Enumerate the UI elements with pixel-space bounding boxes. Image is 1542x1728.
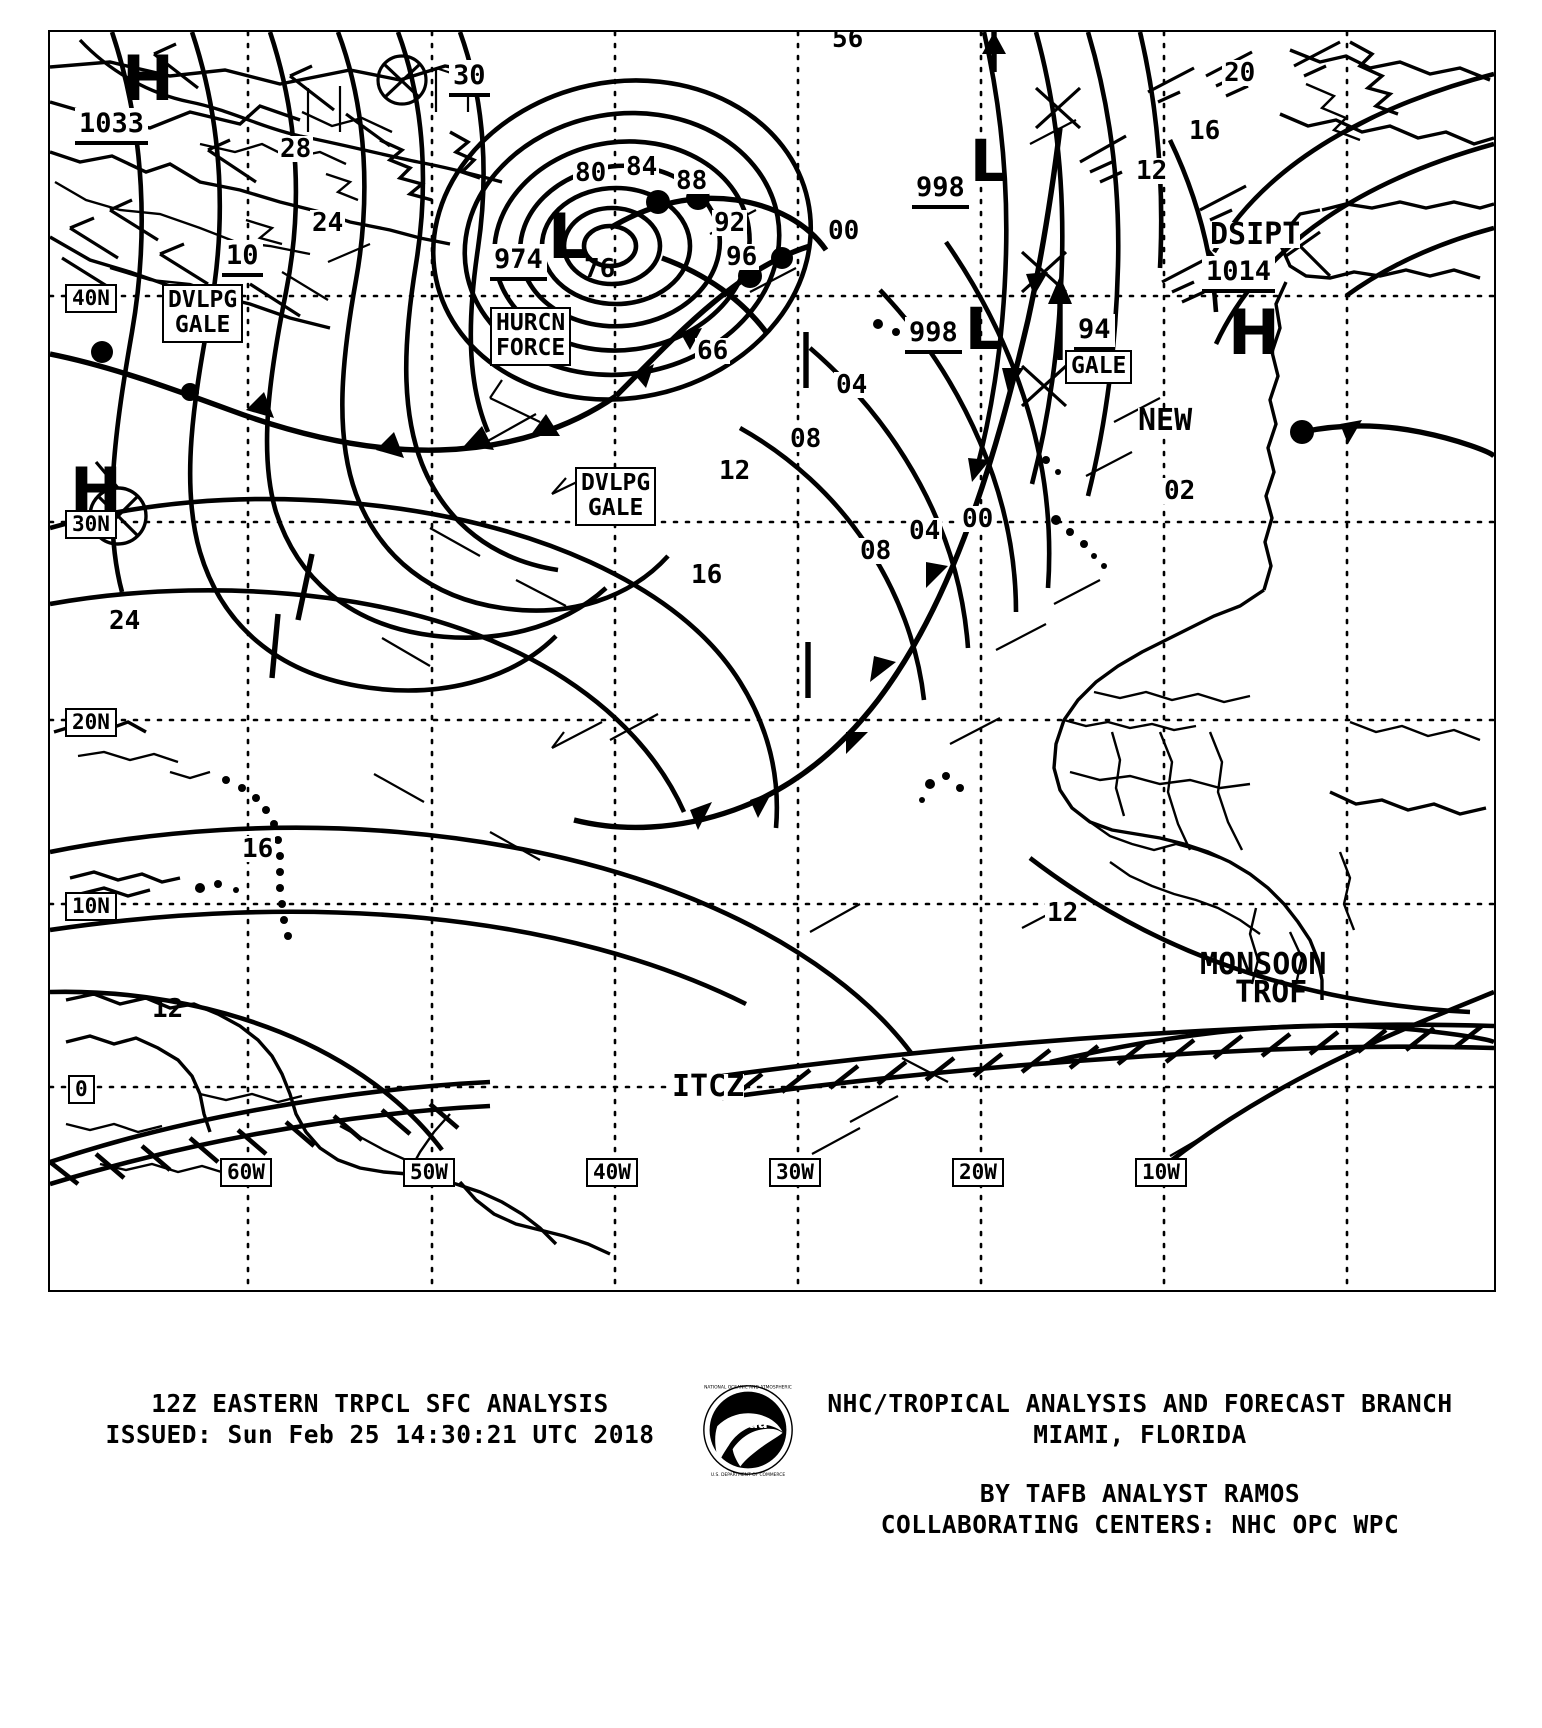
isobar-label-08-upper: 08 xyxy=(788,424,824,454)
isobar-label-88: 88 xyxy=(674,166,710,196)
lon-label-60w: 60W xyxy=(220,1158,272,1187)
lat-label-20n: 20N xyxy=(65,708,117,737)
isobar-label-04-upper: 04 xyxy=(834,370,870,400)
pressure-1033: 1033 xyxy=(75,108,149,145)
isobar-label-76: 76 xyxy=(584,254,616,284)
isobar-label-02-east: 02 xyxy=(1162,476,1198,506)
wind-barbs xyxy=(61,32,1393,1157)
isobar-label-00-upper: 00 xyxy=(826,216,862,246)
isobar-label-92: 92 xyxy=(712,208,748,238)
pressure-998-south: 998 xyxy=(905,317,962,354)
warning-gale-east: GALE xyxy=(1065,350,1133,384)
pressure-974: 974 xyxy=(490,244,547,281)
svg-text:noaa: noaa xyxy=(728,1416,768,1432)
isobar-label-12-ne: 12 xyxy=(1134,156,1170,186)
lon-label-10w: 10W xyxy=(1135,1158,1187,1187)
pressure-998-north: 998 xyxy=(912,172,969,209)
isobar-label-20-ne: 20 xyxy=(1222,58,1258,88)
footer-branch: NHC/TROPICAL ANALYSIS AND FORECAST BRANC… xyxy=(827,1389,1453,1418)
coastline-europe-africa xyxy=(1052,40,1494,1000)
isobar-label-28: 28 xyxy=(278,134,314,164)
svg-text:U.S. DEPARTMENT OF COMMERCE: U.S. DEPARTMENT OF COMMERCE xyxy=(711,1472,785,1478)
map-graphics: .iso { fill:none; stroke:#000; stroke-wi… xyxy=(50,32,1494,1290)
coastline-caribbean-south-america xyxy=(53,319,1107,1256)
lon-label-40w: 40W xyxy=(586,1158,638,1187)
cold-front-main xyxy=(50,341,618,458)
isobar-label-56: 56 xyxy=(830,32,866,52)
footer-left-block: 12Z EASTERN TRPCL SFC ANALYSIS ISSUED: S… xyxy=(60,1388,700,1450)
pressure-1010: 10 xyxy=(222,240,263,277)
low-symbol-998-north: L xyxy=(970,127,1007,195)
hurricane-front xyxy=(608,186,829,398)
movement-arrows xyxy=(269,32,1072,698)
lat-label-40n: 40N xyxy=(65,284,117,313)
annotation-itcz: ITCZ xyxy=(672,1069,745,1104)
isobar-label-12-africa: 12 xyxy=(1045,898,1081,928)
graticule xyxy=(50,32,1494,1290)
noaa-logo-icon: noaa NATIONAL OCEANIC AND ATMOSPHERIC U.… xyxy=(703,1385,793,1478)
cold-front-east xyxy=(573,127,1494,831)
isobar-label-96: 96 xyxy=(724,242,760,272)
low-symbol-974: L xyxy=(548,200,588,273)
high-symbol-1014: H xyxy=(1228,296,1280,369)
isobar-label-80: 80 xyxy=(573,158,609,188)
pressure-994: 94 xyxy=(1074,314,1115,351)
annotation-dsipt: DSIPT xyxy=(1210,217,1301,252)
footer-city: MIAMI, FLORIDA xyxy=(1033,1420,1247,1449)
warning-dvlpg-gale-northwest: DVLPG GALE xyxy=(162,284,244,343)
coastline-north-america xyxy=(50,38,503,330)
annotation-trof: TROF xyxy=(1235,975,1308,1010)
lat-label-equator: 0 xyxy=(68,1075,95,1104)
isobar-label-16-ne: 16 xyxy=(1187,116,1223,146)
pressure-1030-top: 30 xyxy=(449,60,490,97)
map-panel: .iso { fill:none; stroke:#000; stroke-wi… xyxy=(48,30,1496,1292)
isobar-label-24-nw: 24 xyxy=(310,208,346,238)
isobar-label-12-sw: 12 xyxy=(152,994,184,1024)
warning-dvlpg-gale-central: DVLPG GALE xyxy=(575,467,657,526)
isobar-label-16-sw: 16 xyxy=(240,834,276,864)
lon-label-20w: 20W xyxy=(952,1158,1004,1187)
low-symbol-998-south: L xyxy=(965,295,1002,363)
footer-analyst: BY TAFB ANALYST RAMOS xyxy=(979,1479,1301,1508)
isobar-label-08-lower: 08 xyxy=(858,536,894,566)
footer-collaborating: COLLABORATING CENTERS: NHC OPC WPC xyxy=(880,1510,1400,1539)
svg-text:NATIONAL OCEANIC AND ATMOSPHER: NATIONAL OCEANIC AND ATMOSPHERIC xyxy=(704,1385,792,1391)
footer-issued: ISSUED: Sun Feb 25 14:30:21 UTC 2018 xyxy=(105,1420,655,1449)
isobar-label-16-central: 16 xyxy=(689,560,725,590)
lon-label-50w: 50W xyxy=(403,1158,455,1187)
isobar-label-24-west: 24 xyxy=(107,606,143,636)
footer-spacer xyxy=(760,1450,1520,1478)
isobar-label-00-lower: 00 xyxy=(960,504,996,534)
lat-label-30n: 30N xyxy=(65,510,117,539)
isobar-label-04-lower: 04 xyxy=(907,516,943,546)
chart-footer: 12Z EASTERN TRPCL SFC ANALYSIS ISSUED: S… xyxy=(0,1330,1542,1670)
lon-label-30w: 30W xyxy=(769,1158,821,1187)
lat-label-10n: 10N xyxy=(65,892,117,921)
isobar-label-66: 66 xyxy=(695,336,731,366)
pressure-1014: 1014 xyxy=(1202,256,1276,293)
warning-hurcn-force: HURCN FORCE xyxy=(490,307,572,366)
isobar-label-84: 84 xyxy=(624,152,660,182)
isobar-label-12-central: 12 xyxy=(717,456,753,486)
annotation-new: NEW xyxy=(1138,403,1193,438)
footer-title: 12Z EASTERN TRPCL SFC ANALYSIS xyxy=(151,1389,609,1418)
footer-right-block: NHC/TROPICAL ANALYSIS AND FORECAST BRANC… xyxy=(760,1388,1520,1540)
high-symbol-1033: H xyxy=(122,42,174,115)
annotation-monsoon: MONSOON xyxy=(1200,947,1327,982)
itcz-line xyxy=(50,1022,1494,1187)
